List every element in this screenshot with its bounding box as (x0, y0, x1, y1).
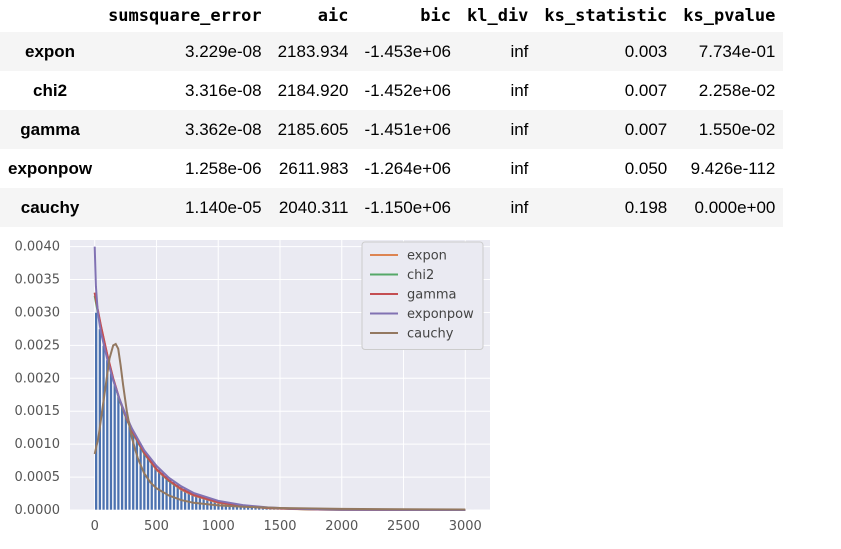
y-tick-label: 0.0025 (15, 338, 61, 353)
table-cell: 0.198 (624, 197, 668, 217)
table-cell: 0.000e+00 (694, 197, 776, 217)
legend-label: gamma (407, 288, 457, 303)
y-tick-label: 0.0040 (15, 240, 61, 255)
table-cell: 0.007 (624, 80, 668, 100)
column-header: ks_pvalue (683, 6, 776, 26)
table-cell: 7.734e-01 (698, 41, 776, 61)
x-tick-label: 1500 (263, 519, 296, 534)
table-row: gamma 3.362e-08 2185.605 -1.451e+06 inf … (0, 110, 784, 149)
table-cell: 0.050 (624, 158, 668, 178)
x-tick-label: 3000 (449, 519, 482, 534)
table-cell: 2040.311 (278, 197, 349, 217)
column-header: ks_statistic (544, 6, 668, 26)
table-cell: 3.229e-08 (185, 41, 262, 61)
row-index: cauchy (20, 197, 80, 217)
histogram-bar (124, 414, 128, 511)
table-cell: -1.453e+06 (364, 41, 452, 61)
table-cell: 2183.934 (277, 41, 349, 61)
table-row: chi2 3.316e-08 2184.920 -1.452e+06 inf 0… (0, 71, 783, 110)
histogram-bar (101, 345, 106, 511)
row-index: expon (25, 41, 76, 61)
histogram-bar (116, 395, 121, 511)
column-header: aic (317, 6, 349, 26)
column-header: kl_div (467, 6, 529, 26)
table-row: expon 3.229e-08 2183.934 -1.453e+06 inf … (0, 32, 784, 71)
y-tick-label: 0.0020 (15, 371, 61, 386)
table-cell: 3.316e-08 (185, 80, 262, 100)
table-cell: 9.426e-112 (690, 158, 776, 178)
column-header: sumsquare_error (108, 6, 262, 26)
x-tick-label: 1000 (202, 519, 235, 534)
y-tick-label: 0.0000 (15, 503, 61, 518)
row-index: chi2 (33, 80, 68, 100)
legend-label: cauchy (407, 327, 454, 342)
histogram-bar (112, 384, 117, 511)
x-tick-label: 0 (91, 519, 99, 534)
series-line-cauchy (93, 342, 466, 511)
table-row: cauchy 1.140e-05 2040.311 -1.150e+06 inf… (0, 188, 784, 227)
table-cell: 1.140e-05 (185, 197, 262, 217)
distribution-fit-chart: 0.0000 0.0005 0.0010 0.0015 0.0020 0.0025 0.00… (15, 240, 490, 534)
x-tick-label: 500 (144, 519, 169, 534)
table-cell: inf (510, 158, 529, 178)
table-row: exponpow 1.258e-06 2611.983 -1.264e+06 i… (0, 149, 783, 188)
index-header (0, 0, 100, 32)
x-tick-label: 2500 (387, 519, 420, 534)
table-cell: -1.451e+06 (364, 119, 452, 139)
table-cell: -1.150e+06 (364, 197, 452, 217)
legend-label: expon (407, 249, 447, 264)
table-cell: -1.452e+06 (364, 80, 452, 100)
histogram-bar (120, 405, 124, 511)
table-cell: -1.264e+06 (364, 158, 452, 178)
legend-box (361, 241, 484, 350)
histogram-bar (109, 372, 113, 511)
table-cell: 2.258e-02 (698, 80, 776, 100)
legend-label: exponpow (407, 307, 474, 322)
table-cell: inf (510, 41, 529, 61)
table-cell: 2185.605 (277, 119, 349, 139)
table-cell: 2184.920 (277, 80, 349, 100)
fit-summary-table: sumsquare_error aic bic kl_div ks_statis… (0, 0, 784, 227)
legend-label: chi2 (407, 268, 434, 283)
histogram-bar (94, 312, 98, 511)
y-tick-label: 0.0035 (15, 273, 61, 288)
table-cell: inf (510, 80, 529, 100)
table-cell: inf (510, 119, 529, 139)
x-tick-label: 2000 (325, 519, 358, 534)
histogram-bar (142, 450, 147, 511)
table-cell: 2611.983 (278, 158, 349, 178)
row-index: exponpow (8, 158, 93, 178)
y-tick-label: 0.0015 (15, 404, 61, 419)
table-cell: inf (510, 197, 529, 217)
table-cell: 0.007 (624, 119, 668, 139)
table-cell: 1.258e-06 (185, 158, 262, 178)
histogram-bar (127, 423, 132, 511)
histogram-bar (138, 444, 143, 511)
y-tick-label: 0.0030 (15, 305, 61, 320)
table-cell: 1.550e-02 (698, 119, 776, 139)
column-header: bic (420, 6, 451, 26)
table-header-row: sumsquare_error aic bic kl_div ks_statis… (0, 0, 783, 32)
row-index: gamma (20, 119, 80, 139)
table-cell: 0.003 (624, 41, 668, 61)
y-tick-label: 0.0010 (15, 437, 61, 452)
table-cell: 3.362e-08 (185, 119, 262, 139)
histogram-bar (146, 455, 150, 511)
y-tick-label: 0.0005 (15, 470, 61, 485)
